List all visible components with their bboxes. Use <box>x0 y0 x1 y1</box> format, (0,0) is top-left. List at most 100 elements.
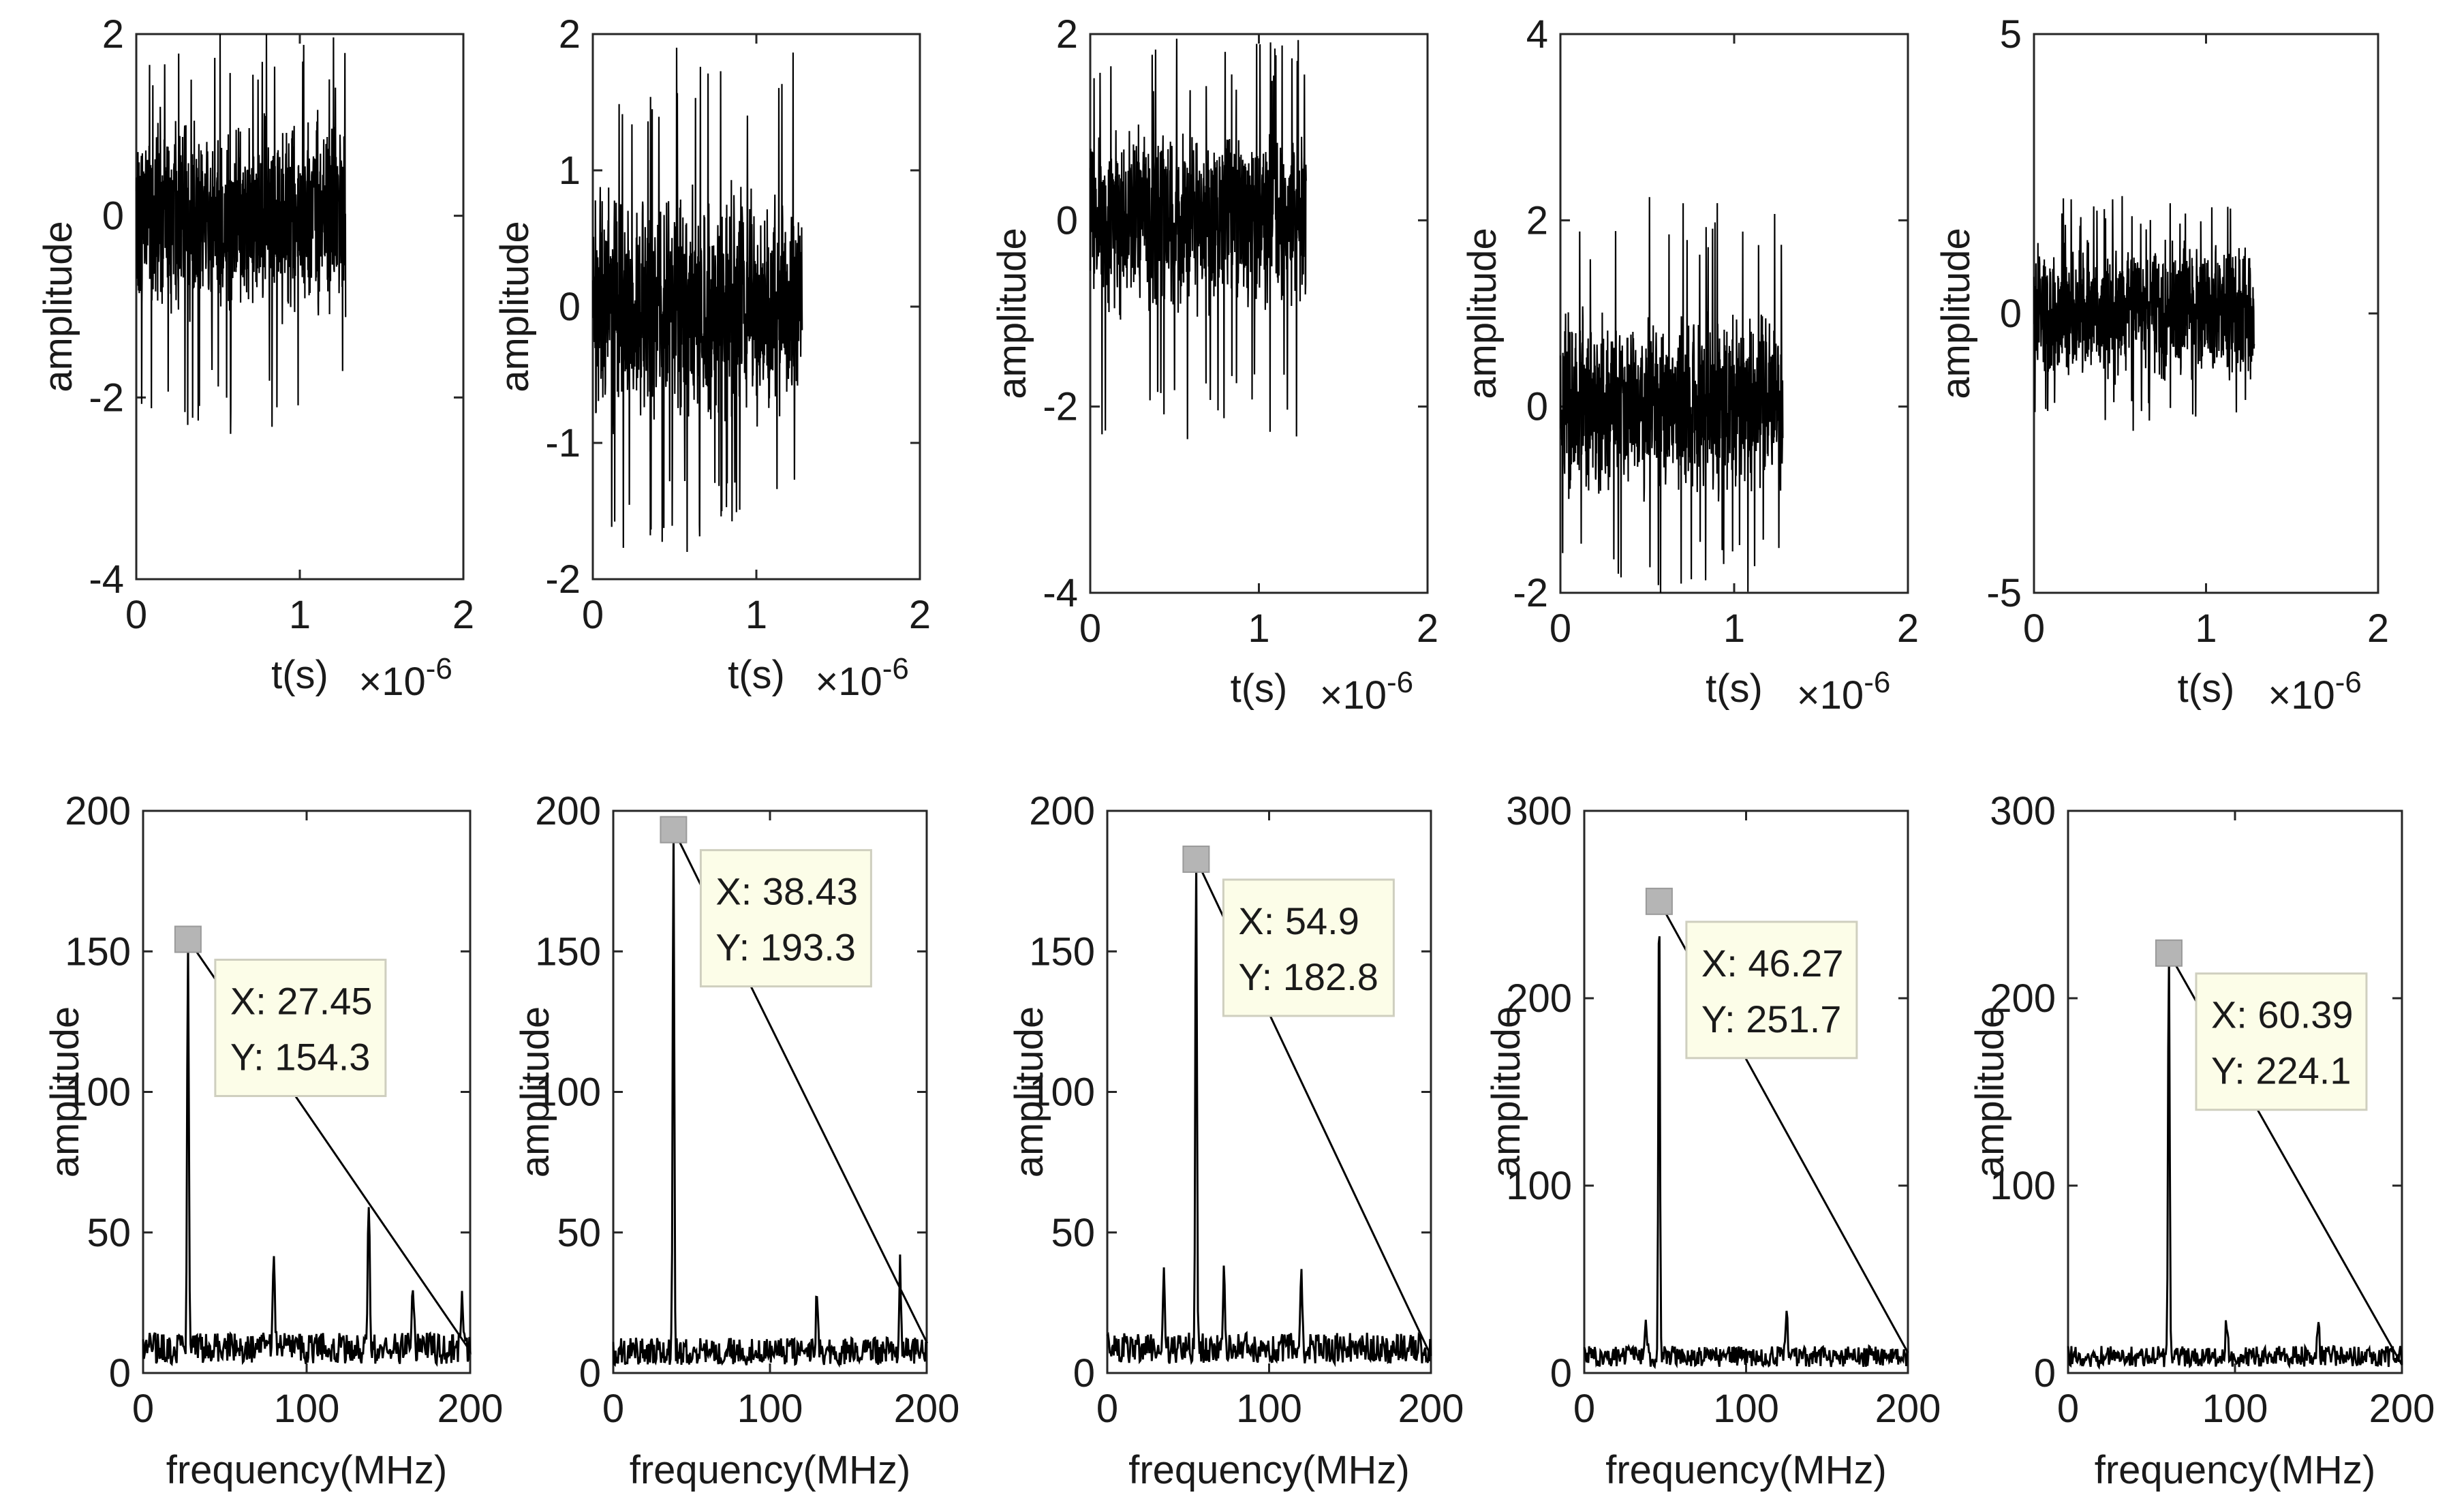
x-tick-label: 0 <box>1096 1387 1118 1431</box>
x-tick-label: 0 <box>2023 606 2045 651</box>
x-tick-label: 1 <box>1723 606 1745 651</box>
y-tick-label: -4 <box>89 557 124 602</box>
x-axis-label: t(s) <box>1706 666 1763 711</box>
datatip-box <box>1685 921 1858 1060</box>
x-tick-label: 0 <box>582 593 604 637</box>
y-axis-label: amplitude <box>1460 228 1505 399</box>
signal-trace <box>1089 38 1307 439</box>
x-tick-label: 0 <box>132 1387 154 1431</box>
y-tick-label: 2 <box>559 12 581 57</box>
datatip-y: Y: 224.1 <box>2211 1049 2352 1092</box>
y-tick-label: 0 <box>579 1351 601 1395</box>
x-tick-label: 0 <box>1550 606 1571 651</box>
y-axis-label: amplitude <box>36 221 80 392</box>
y-tick-label: 0 <box>109 1351 131 1395</box>
y-axis-label: amplitude <box>43 1006 87 1177</box>
y-tick-label: 100 <box>1029 1070 1095 1115</box>
y-tick-label: 300 <box>1506 789 1572 833</box>
x-tick-label: 0 <box>2057 1387 2079 1431</box>
x-tick-label: 100 <box>1713 1387 1779 1431</box>
y-tick-label: 200 <box>1029 789 1095 833</box>
y-tick-label: 2 <box>1056 12 1078 57</box>
y-tick-label: 2 <box>102 12 124 57</box>
x-tick-label: 2 <box>1417 606 1438 651</box>
x-tick-label: 2 <box>2367 606 2389 651</box>
signal-trace <box>1559 197 1784 593</box>
x-axis-label: frequency(MHz) <box>1128 1448 1410 1492</box>
y-tick-label: -2 <box>1513 571 1548 615</box>
axes-box <box>1089 33 1429 594</box>
y-tick-label: 150 <box>65 929 131 974</box>
datatip-box <box>1222 878 1395 1017</box>
y-axis-label: amplitude <box>493 221 537 392</box>
y-tick-label: -2 <box>1043 385 1078 429</box>
y-tick-label: 200 <box>1506 976 1572 1021</box>
datatip-box <box>2195 972 2368 1111</box>
datatip-y: Y: 182.8 <box>1238 955 1378 998</box>
x-tick-label: 1 <box>289 593 311 637</box>
y-axis-label: amplitude <box>990 228 1034 399</box>
y-tick-label: 100 <box>65 1070 131 1115</box>
x-axis-label: t(s) <box>271 653 328 697</box>
y-tick-label: 0 <box>1073 1351 1095 1395</box>
peak-marker <box>174 925 202 953</box>
x-axis-label: t(s) <box>728 653 785 697</box>
y-tick-label: 150 <box>535 929 601 974</box>
axes-box <box>1583 809 1909 1374</box>
y-axis-label: amplitude <box>1934 228 1978 399</box>
y-tick-label: -1 <box>545 421 581 465</box>
y-tick-label: 100 <box>535 1070 601 1115</box>
datatip-box <box>699 849 872 988</box>
x-tick-label: 0 <box>1079 606 1101 651</box>
signal-trace <box>591 47 803 553</box>
x-tick-label: 200 <box>1398 1387 1464 1431</box>
axes-box <box>1559 33 1909 594</box>
y-axis-label: amplitude <box>1484 1006 1528 1177</box>
y-tick-label: -5 <box>1986 571 2022 615</box>
datatip-x: X: 60.39 <box>2211 993 2354 1036</box>
peak-marker <box>2155 939 2183 967</box>
y-tick-label: 200 <box>1990 976 2056 1021</box>
y-tick-label: 100 <box>1506 1164 1572 1208</box>
datatip-box <box>214 959 387 1098</box>
x-axis-label: frequency(MHz) <box>630 1448 911 1492</box>
x-axis-label: t(s) <box>1231 666 1288 711</box>
x-exponent-label: ×10-6 <box>2268 666 2362 718</box>
x-tick-label: 1 <box>2195 606 2217 651</box>
datatip-x: X: 27.45 <box>230 980 373 1023</box>
x-axis-label: frequency(MHz) <box>166 1448 448 1492</box>
peak-marker <box>1182 845 1210 873</box>
x-tick-label: 0 <box>125 593 147 637</box>
y-tick-label: -2 <box>89 375 124 420</box>
subplot-7: 200 150 100 50 00 100 200 amplitude frequency(MH… <box>513 789 959 1492</box>
y-tick-label: 0 <box>1526 385 1548 429</box>
datatip-x: X: 38.43 <box>715 870 858 913</box>
x-axis-label: frequency(MHz) <box>1605 1448 1887 1492</box>
signal-trace <box>135 33 347 434</box>
y-tick-label: 0 <box>1550 1351 1572 1395</box>
y-tick-label: 200 <box>535 789 601 833</box>
x-exponent-label: ×10-6 <box>1797 666 1891 718</box>
x-tick-label: 2 <box>1897 606 1919 651</box>
x-tick-label: 200 <box>437 1387 504 1431</box>
x-tick-label: 100 <box>1236 1387 1302 1431</box>
x-exponent-label: ×10-6 <box>815 652 909 704</box>
peak-marker <box>1645 887 1673 915</box>
y-tick-label: 0 <box>2000 292 2022 336</box>
subplot-6: 200 150 100 50 00 100 200 amplitude frequency(MH… <box>43 789 503 1492</box>
y-tick-label: 4 <box>1526 12 1548 57</box>
y-tick-label: 5 <box>2000 12 2022 57</box>
spectrum-trace <box>1106 859 1432 1368</box>
x-tick-label: 200 <box>894 1387 960 1431</box>
peak-marker <box>660 816 688 844</box>
x-tick-label: 2 <box>909 593 931 637</box>
datatip-x: X: 46.27 <box>1701 942 1844 985</box>
y-tick-label: 1 <box>559 149 581 193</box>
datatip-y: Y: 154.3 <box>230 1036 371 1079</box>
x-tick-label: 2 <box>452 593 474 637</box>
signal-trace <box>2033 196 2255 431</box>
